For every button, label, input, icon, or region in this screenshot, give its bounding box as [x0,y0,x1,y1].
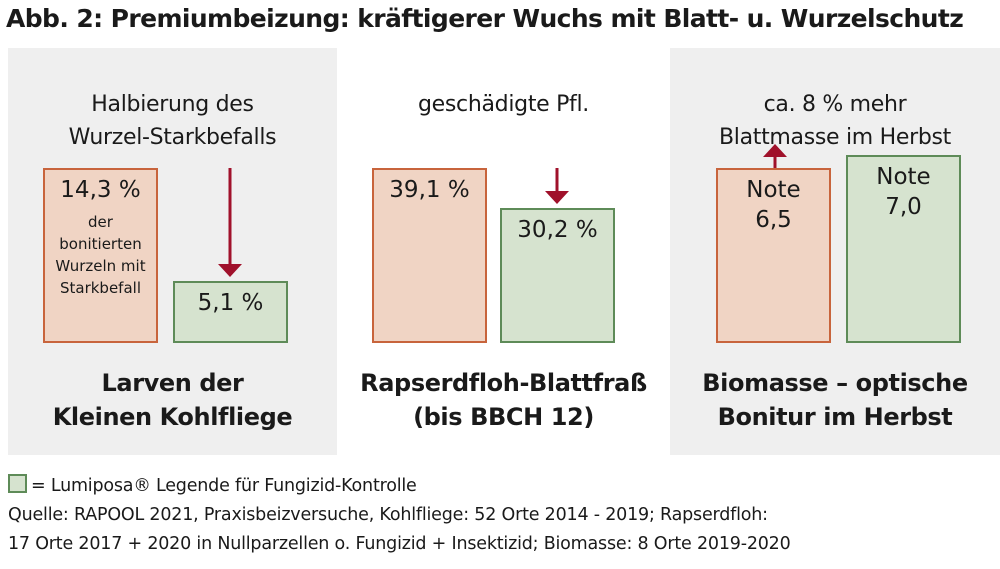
panel-subtitle: Halbierung des Wurzel-Starkbefalls [68,92,277,150]
source-line-1: Quelle: RAPOOL 2021, Praxisbeizversuche,… [8,505,768,525]
arrow-shaft [773,156,777,168]
arrow-head [218,264,242,277]
bar-value-label: Note 6,5 [746,177,801,233]
arrow-up-icon [763,144,787,168]
bar-value-label: 39,1 % [389,177,470,203]
bar-lumiposa: Note 7,0 [846,155,961,343]
footer: = Lumiposa® Legende für Fungizid-Kontrol… [8,472,791,559]
panel-kohlfliege: Halbierung des Wurzel-Starkbefalls Larve… [8,48,337,455]
bar-comparison: 39,1 % [372,168,487,343]
arrow-head [763,144,787,157]
arrow-down-icon [545,168,569,204]
arrow-down-icon [218,168,242,277]
arrow-shaft [228,168,232,265]
bar-value-label: 30,2 % [517,217,598,243]
panel-subtitle: ca. 8 % mehr Blattmasse im Herbst [718,92,951,150]
bar-lumiposa: 30,2 % [500,208,615,343]
panel-subtitle: geschädigte Pfl. [418,92,589,117]
legend: = Lumiposa® Legende für Fungizid-Kontrol… [8,472,791,501]
bar-comparison: Note 6,5 [716,168,831,343]
panel-rapserdfloh: geschädigte Pfl. Rapserdfloh-Blattfraß (… [340,48,667,455]
bar-value-label: Note 7,0 [876,164,931,220]
bar-comparison: 14,3 % der bonitierten Wurzeln mit Starkb… [43,168,158,343]
panel-caption: Larven der Kleinen Kohlfliege [52,369,293,431]
panel-biomasse: ca. 8 % mehr Blattmasse im Herbst Biomas… [670,48,1000,455]
panel-caption: Rapserdfloh-Blattfraß (bis BBCH 12) [360,369,647,431]
bar-value-label: 5,1 % [197,290,264,316]
legend-swatch-lumiposa [8,474,27,493]
source-line-2: 17 Orte 2017 + 2020 in Nullparzellen o. … [8,534,791,554]
arrow-head [545,191,569,204]
panel-caption: Biomasse – optische Bonitur im Herbst [702,369,968,431]
legend-text: = Lumiposa® Legende für Fungizid-Kontrol… [31,476,417,496]
arrow-shaft [555,168,559,192]
bar-value-label: 14,3 % [60,177,141,203]
bar-lumiposa: 5,1 % [173,281,288,343]
bar-note: der bonitierten Wurzeln mit Starkbefall [55,213,146,297]
figure-title: Abb. 2: Premiumbeizung: kräftigerer Wuch… [6,4,964,33]
